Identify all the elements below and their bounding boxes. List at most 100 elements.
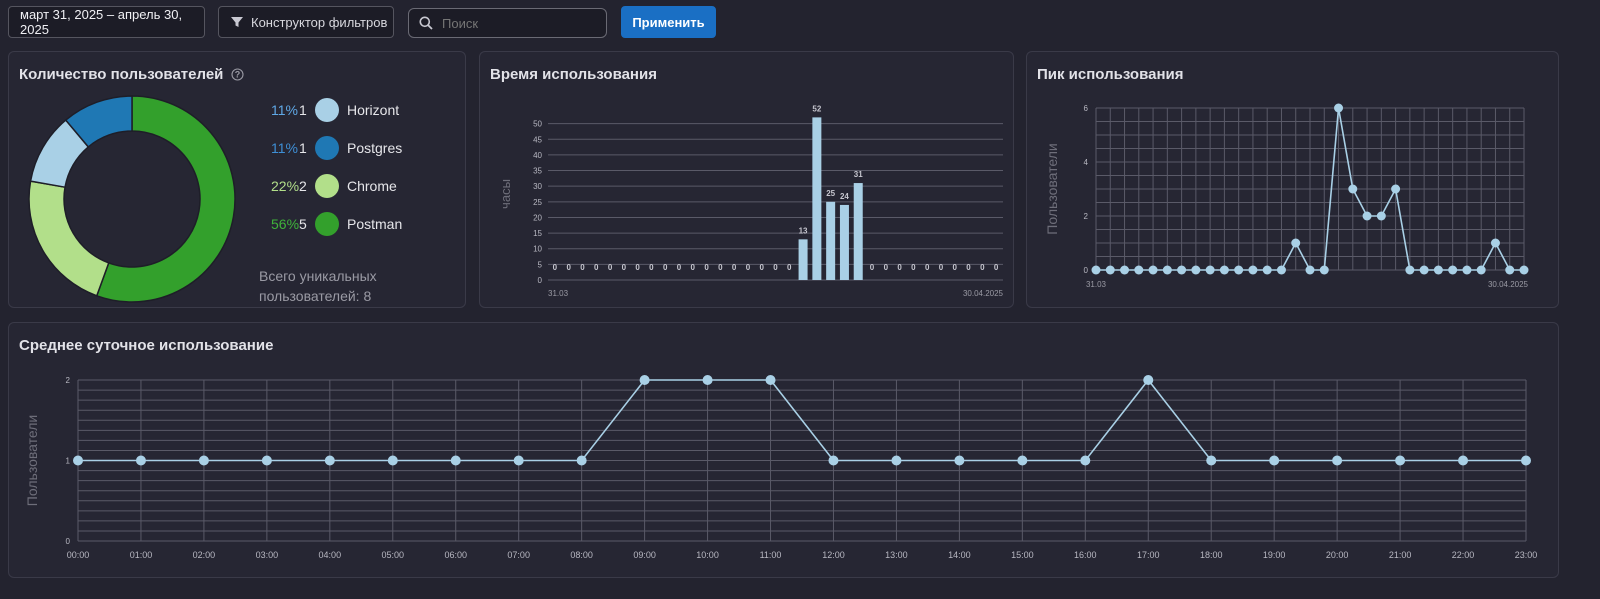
legend-label: Chrome xyxy=(347,178,397,194)
bar-value-label: 0 xyxy=(608,263,613,272)
legend-count: 5 xyxy=(299,216,307,232)
x-tick-label: 18:00 xyxy=(1200,550,1223,560)
bar-value-label: 0 xyxy=(870,263,875,272)
y-tick-label: 1 xyxy=(66,457,71,466)
data-point xyxy=(1177,265,1187,275)
data-point xyxy=(1476,265,1486,275)
peak-usage-panel: Пик использования 0 2 4 6 Пользователи 31.03 3… xyxy=(1026,51,1559,308)
series-line xyxy=(78,378,1526,462)
y-tick-label: 4 xyxy=(1084,158,1089,167)
x-tick-label: 10:00 xyxy=(696,550,719,560)
data-point xyxy=(1205,265,1215,275)
legend-percent: 11% xyxy=(271,140,298,156)
users-count-title: Количество пользователей ? xyxy=(19,66,244,83)
data-point xyxy=(828,455,839,466)
legend-swatch xyxy=(315,174,339,198)
x-tick-label: 03:00 xyxy=(256,550,279,560)
legend-swatch xyxy=(315,98,339,122)
data-point xyxy=(387,455,398,466)
bar-value-label: 0 xyxy=(594,263,599,272)
search-input[interactable] xyxy=(440,14,594,32)
data-point xyxy=(1120,265,1130,275)
data-point xyxy=(1291,238,1301,248)
x-tick-label: 02:00 xyxy=(193,550,216,560)
bar-value-label: 0 xyxy=(953,263,958,272)
bar-value-label: 0 xyxy=(746,263,751,272)
filter-icon xyxy=(231,17,243,27)
data-point xyxy=(1433,265,1443,275)
bar xyxy=(798,239,808,280)
bar-value-label: 0 xyxy=(580,263,585,272)
x-tick-last: 30.04.2025 xyxy=(1488,280,1529,289)
data-point xyxy=(135,455,146,466)
filter-builder-label: Конструктор фильтров xyxy=(251,14,388,30)
data-point xyxy=(1080,455,1091,466)
data-point xyxy=(1490,238,1500,248)
data-point xyxy=(1521,455,1531,466)
bar-value-label: 0 xyxy=(773,263,778,272)
donut-slice-postman xyxy=(95,95,236,303)
bar-value-label: 0 xyxy=(622,263,627,272)
data-point xyxy=(1462,265,1472,275)
bar xyxy=(826,201,836,280)
bar-value-label: 0 xyxy=(566,263,571,272)
bar-value-label: 0 xyxy=(635,263,640,272)
search-field[interactable] xyxy=(408,8,607,38)
data-point xyxy=(198,455,209,466)
usage-time-panel: Время использования 0 5 10 15 20 25 30 35 40 45 50… xyxy=(479,51,1014,308)
peak-usage-line-chart: 0 2 4 6 Пользователи 31.03 30.04.2025 xyxy=(1044,103,1529,289)
x-tick-label: 00:00 xyxy=(67,550,90,560)
x-tick-label: 15:00 xyxy=(1011,550,1034,560)
legend-percent: 22% xyxy=(271,178,300,194)
legend-item-postman[interactable]: 56% 5 Postman xyxy=(271,212,402,236)
x-tick-last: 30.04.2025 xyxy=(963,289,1004,298)
date-range-picker[interactable]: март 31, 2025 – апрель 30, 2025 xyxy=(8,6,205,38)
x-tick-label: 06:00 xyxy=(444,550,467,560)
data-point xyxy=(1391,184,1401,194)
legend-item-postgres[interactable]: 11% 1 Postgres xyxy=(271,136,402,160)
data-point xyxy=(1276,265,1286,275)
daily-usage-panel: Среднее суточное использование 0 1 2 Пользо… xyxy=(8,322,1559,578)
legend-item-chrome[interactable]: 22% 2 Chrome xyxy=(271,174,397,198)
data-point xyxy=(1206,455,1217,466)
data-point xyxy=(1143,375,1154,385)
data-point xyxy=(1219,265,1229,275)
x-tick-label: 17:00 xyxy=(1137,550,1160,560)
bar-value-label: 0 xyxy=(759,263,764,272)
y-tick-label: 40 xyxy=(533,151,542,160)
x-tick-label: 13:00 xyxy=(885,550,908,560)
data-point xyxy=(1376,211,1386,221)
donut-slice-postgres xyxy=(64,95,133,148)
help-icon[interactable]: ? xyxy=(231,68,244,81)
legend-item-horizont[interactable]: 11% 1 Horizont xyxy=(271,98,399,122)
legend-swatch xyxy=(315,212,339,236)
y-axis-label: Пользователи xyxy=(24,415,40,506)
data-point xyxy=(1348,184,1358,194)
legend-label: Horizont xyxy=(347,102,400,118)
bar-value-label: 0 xyxy=(691,263,696,272)
y-tick-label: 0 xyxy=(66,537,71,546)
y-tick-label: 2 xyxy=(1084,212,1089,221)
filter-builder-button[interactable]: Конструктор фильтров xyxy=(218,6,394,38)
y-tick-label: 15 xyxy=(533,229,542,238)
data-point xyxy=(1519,265,1529,275)
bar-value-label: 0 xyxy=(732,263,737,272)
y-tick-label: 25 xyxy=(533,198,542,207)
svg-text:?: ? xyxy=(235,70,241,80)
apply-button[interactable]: Применить xyxy=(621,6,716,38)
bar-value-label: 0 xyxy=(884,263,889,272)
data-point xyxy=(1017,455,1028,466)
bar xyxy=(812,117,822,280)
bar-value-label: 52 xyxy=(812,104,821,113)
bar-value-label: 0 xyxy=(718,263,723,272)
date-range-text: март 31, 2025 – апрель 30, 2025 xyxy=(20,7,183,37)
legend-count: 1 xyxy=(299,140,307,156)
data-point xyxy=(1334,103,1344,113)
x-tick-label: 11:00 xyxy=(760,550,782,560)
x-tick-label: 19:00 xyxy=(1263,550,1286,560)
legend-percent: 11% xyxy=(271,102,298,118)
data-point xyxy=(1091,265,1101,275)
data-point xyxy=(702,375,713,385)
data-point xyxy=(576,455,587,466)
donut-slice-chrome xyxy=(28,180,110,297)
